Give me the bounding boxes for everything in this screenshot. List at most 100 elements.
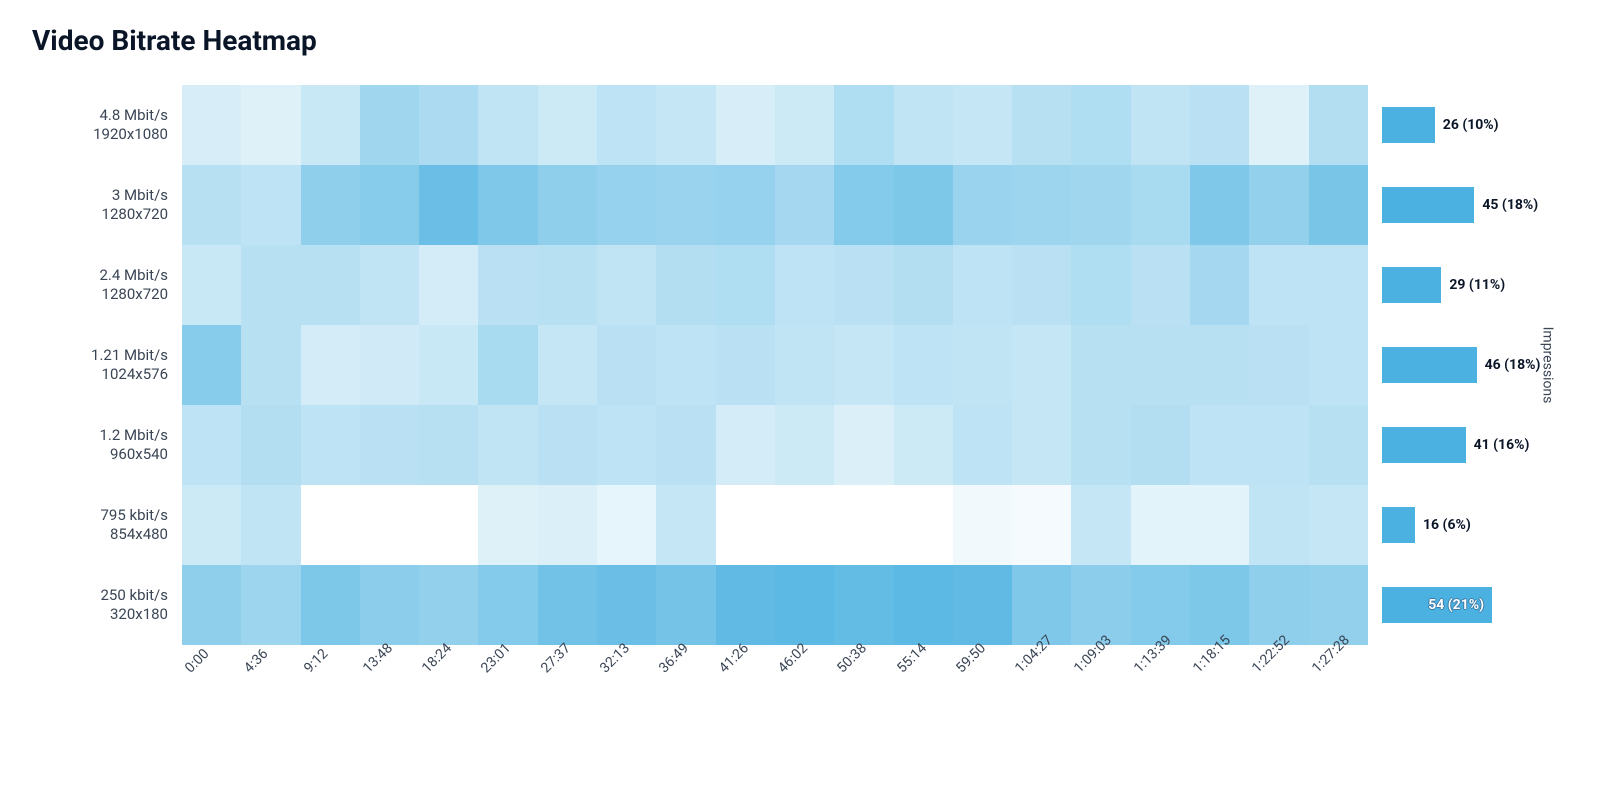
heatmap-cell [1131, 325, 1190, 405]
page-title: Video Bitrate Heatmap [32, 24, 1568, 57]
heatmap-cell [834, 85, 893, 165]
impressions-bar-slot: 41 (16%) [1382, 405, 1568, 485]
heatmap-cell [301, 85, 360, 165]
heatmap-cell [1012, 405, 1071, 485]
heatmap-cell [597, 325, 656, 405]
heatmap-cell [716, 85, 775, 165]
heatmap-cell [1012, 165, 1071, 245]
heatmap-cell [775, 405, 834, 485]
resolution-label: 320x180 [110, 605, 168, 625]
heatmap-cell [775, 165, 834, 245]
x-axis-tick-label: 46:02 [775, 640, 811, 676]
bitrate-label: 250 kbit/s [100, 586, 168, 606]
impressions-bar: 29 (11%) [1382, 267, 1441, 303]
heatmap-cell [538, 165, 597, 245]
x-axis-tick: 9:12 [301, 651, 360, 711]
heatmap-cell [538, 85, 597, 165]
y-axis-label: 4.8 Mbit/s1920x1080 [32, 85, 182, 165]
heatmap-cell [953, 325, 1012, 405]
heatmap-cell [419, 245, 478, 325]
heatmap-cell [1071, 85, 1130, 165]
heatmap-cell [360, 405, 419, 485]
x-axis-tick-label: 32:13 [597, 640, 633, 676]
heatmap-cell [775, 325, 834, 405]
impressions-bar-slot: 16 (6%) [1382, 485, 1568, 565]
impressions-bar-label: 41 (16%) [1466, 437, 1530, 453]
heatmap-cell [1309, 85, 1368, 165]
heatmap-cell [1071, 165, 1130, 245]
x-axis-tick: 0:00 [182, 651, 241, 711]
x-axis-tick-label: 13:48 [360, 640, 396, 676]
heatmap-cell [182, 565, 241, 645]
impressions-bar: 46 (18%) [1382, 347, 1477, 383]
heatmap-cell [953, 165, 1012, 245]
x-axis-tick-label: 0:00 [182, 646, 212, 676]
heatmap-cell [716, 485, 775, 565]
heatmap-cell [953, 485, 1012, 565]
y-axis-label: 250 kbit/s320x180 [32, 565, 182, 645]
heatmap-cell [716, 245, 775, 325]
x-axis-tick: 32:13 [597, 651, 656, 711]
heatmap-cell [1309, 565, 1368, 645]
y-axis-label: 1.21 Mbit/s1024x576 [32, 325, 182, 405]
impressions-bar: 54 (21%) [1382, 587, 1492, 623]
impressions-bar: 26 (10%) [1382, 107, 1435, 143]
impressions-bar: 41 (16%) [1382, 427, 1466, 463]
x-axis-ticks: 0:004:369:1213:4818:2423:0127:3732:1336:… [182, 651, 1368, 711]
impressions-bar-slot: 29 (11%) [1382, 245, 1568, 325]
impressions-bar: 45 (18%) [1382, 187, 1474, 223]
heatmap-row [182, 85, 1368, 165]
heatmap-cell [656, 245, 715, 325]
y-axis-label: 3 Mbit/s1280x720 [32, 165, 182, 245]
heatmap-cell [360, 565, 419, 645]
heatmap-cell [1012, 485, 1071, 565]
y-axis-label: 795 kbit/s854x480 [32, 485, 182, 565]
heatmap-cell [1249, 85, 1308, 165]
heatmap-cell [360, 485, 419, 565]
heatmap-cell [656, 485, 715, 565]
heatmap-cell [182, 325, 241, 405]
resolution-label: 960x540 [110, 445, 168, 465]
heatmap-row [182, 325, 1368, 405]
heatmap-cell [301, 485, 360, 565]
heatmap-cell [1131, 405, 1190, 485]
heatmap-cell [894, 485, 953, 565]
heatmap-cell [597, 485, 656, 565]
heatmap-cell [538, 485, 597, 565]
heatmap-cell [419, 485, 478, 565]
heatmap-grid [182, 85, 1368, 645]
heatmap-cell [478, 405, 537, 485]
x-axis-tick-label: 18:24 [419, 640, 455, 676]
x-axis-tick: 36:49 [656, 651, 715, 711]
heatmap-cell [301, 165, 360, 245]
heatmap-cell [538, 325, 597, 405]
heatmap-row [182, 165, 1368, 245]
heatmap-cell [1249, 405, 1308, 485]
heatmap-cell [1131, 565, 1190, 645]
heatmap-row [182, 245, 1368, 325]
x-axis-tick-label: 23:01 [478, 640, 514, 676]
bitrate-label: 4.8 Mbit/s [99, 106, 168, 126]
heatmap-cell [656, 565, 715, 645]
impressions-bar-label: 45 (18%) [1474, 197, 1538, 213]
heatmap-cell [953, 85, 1012, 165]
heatmap-cell [301, 405, 360, 485]
heatmap-cell [1190, 405, 1249, 485]
heatmap-cell [1190, 245, 1249, 325]
heatmap-cell [597, 85, 656, 165]
heatmap-cell [1131, 485, 1190, 565]
x-axis-tick: 1:27:28 [1309, 651, 1368, 711]
heatmap-cell [597, 405, 656, 485]
heatmap-cell [419, 165, 478, 245]
heatmap-cell [597, 245, 656, 325]
heatmap-cell [1012, 85, 1071, 165]
impressions-bar-slot: 45 (18%) [1382, 165, 1568, 245]
y-axis-labels: 4.8 Mbit/s1920x10803 Mbit/s1280x7202.4 M… [32, 85, 182, 645]
heatmap-cell [182, 405, 241, 485]
y-axis-label: 2.4 Mbit/s1280x720 [32, 245, 182, 325]
heatmap-cell [834, 485, 893, 565]
x-axis-tick: 1:13:39 [1131, 651, 1190, 711]
resolution-label: 1920x1080 [93, 125, 168, 145]
heatmap-cell [1190, 485, 1249, 565]
bitrate-label: 1.2 Mbit/s [99, 426, 168, 446]
